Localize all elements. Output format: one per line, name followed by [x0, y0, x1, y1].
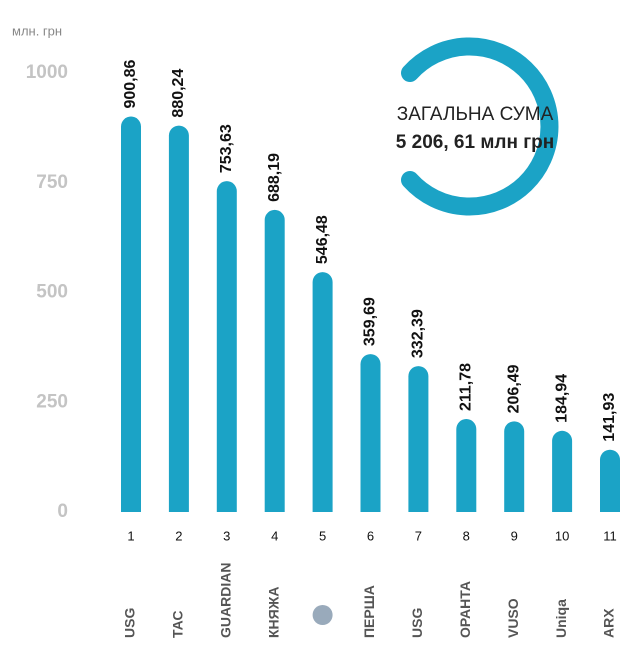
value-label: 184,94: [553, 374, 570, 423]
bar: [552, 430, 573, 512]
bar: [264, 209, 285, 512]
logo: [312, 605, 333, 625]
bar: [600, 449, 620, 512]
logo: ARX: [601, 608, 617, 638]
x-tick-label: 7: [415, 528, 422, 543]
x-tick-label: 1: [127, 528, 134, 543]
x-tick-label: 11: [603, 528, 617, 543]
value-label: 206,49: [505, 364, 522, 413]
bar: [360, 354, 381, 512]
value-label: 141,93: [601, 393, 618, 442]
logo: ПЕРША: [361, 585, 377, 638]
value-label: 880,24: [170, 69, 187, 118]
logo: КНЯЖА: [265, 587, 281, 638]
logo: ОРАНТА: [457, 581, 473, 638]
bar: [216, 181, 237, 513]
y-tick-label: 250: [36, 391, 68, 412]
value-label: 332,39: [410, 309, 427, 358]
x-tick-label: 2: [175, 528, 182, 543]
x-tick-label: 8: [463, 528, 470, 543]
value-label: 900,86: [122, 59, 139, 108]
value-label: 688,19: [266, 153, 283, 202]
x-tick-label: 6: [367, 528, 374, 543]
x-tick-label: 4: [271, 528, 278, 543]
value-label: 211,78: [458, 363, 475, 411]
value-label: 753,63: [218, 124, 235, 173]
value-label: 546,48: [314, 215, 331, 264]
logo: VUSO: [505, 598, 521, 638]
logo: ТАС: [170, 610, 186, 638]
bar: [408, 366, 429, 512]
bar: [121, 116, 141, 512]
bar: [312, 272, 333, 512]
y-tick-label: 0: [57, 501, 68, 522]
bar: [168, 125, 189, 512]
logo: GUARDIAN: [218, 563, 234, 638]
x-tick-label: 9: [511, 528, 518, 543]
y-tick-label: 750: [36, 172, 68, 193]
logo: USG: [122, 608, 138, 638]
bar: [456, 419, 477, 512]
logo: USG: [409, 608, 425, 638]
x-tick-label: 5: [319, 528, 326, 543]
bar: [504, 421, 525, 512]
logo: Uniqa: [553, 599, 569, 638]
ring: [401, 37, 559, 216]
annotation-text: 5 206, 61 млн грн: [396, 132, 554, 153]
unit-label: млн. грн: [12, 23, 62, 38]
x-tick-label: 10: [555, 528, 569, 543]
y-tick-label: 500: [36, 282, 68, 303]
x-tick-label: 3: [223, 528, 230, 543]
y-tick-label: 1000: [26, 62, 68, 83]
value-label: 359,69: [362, 297, 379, 346]
annotation-title: ЗАГАЛЬНА СУМА: [397, 104, 554, 125]
